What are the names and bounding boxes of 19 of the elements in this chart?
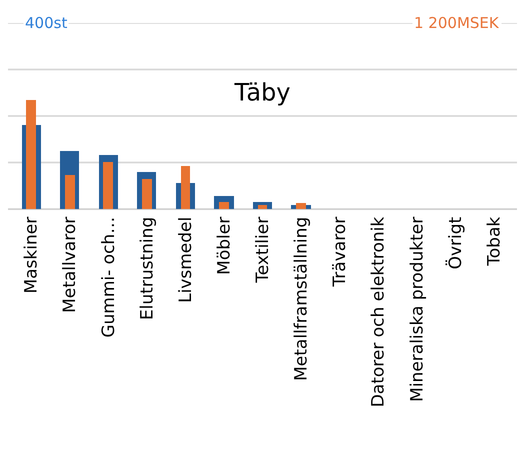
x-tick-label: Livsmedel [176, 216, 196, 303]
x-tick-label: Metallvaror [60, 216, 80, 313]
x-tick-label: Datorer och elektronik [368, 216, 389, 408]
bar [219, 202, 229, 209]
x-tick-label: Trävaror [330, 216, 350, 288]
x-tick-label: Gummi- och… [98, 216, 119, 338]
y2-tick-label: 1 200MSEK [414, 14, 500, 32]
x-tick-label: Maskiner [22, 216, 42, 294]
x-tick-label: Övrigt [444, 216, 466, 270]
x-tick-label: Tobak [484, 216, 504, 267]
y-tick-label: 400st [25, 14, 68, 32]
x-tick-label: Textilier [253, 216, 274, 284]
text: Täby [233, 78, 291, 106]
bar [258, 205, 267, 209]
x-tick-label: Mineraliska produkter [407, 216, 428, 402]
bar [65, 175, 75, 209]
x-tick-label: Möbler [214, 216, 234, 275]
x-tick-label: Metallframställning [292, 216, 312, 381]
x-tick-label: Elutrustning [137, 216, 158, 320]
